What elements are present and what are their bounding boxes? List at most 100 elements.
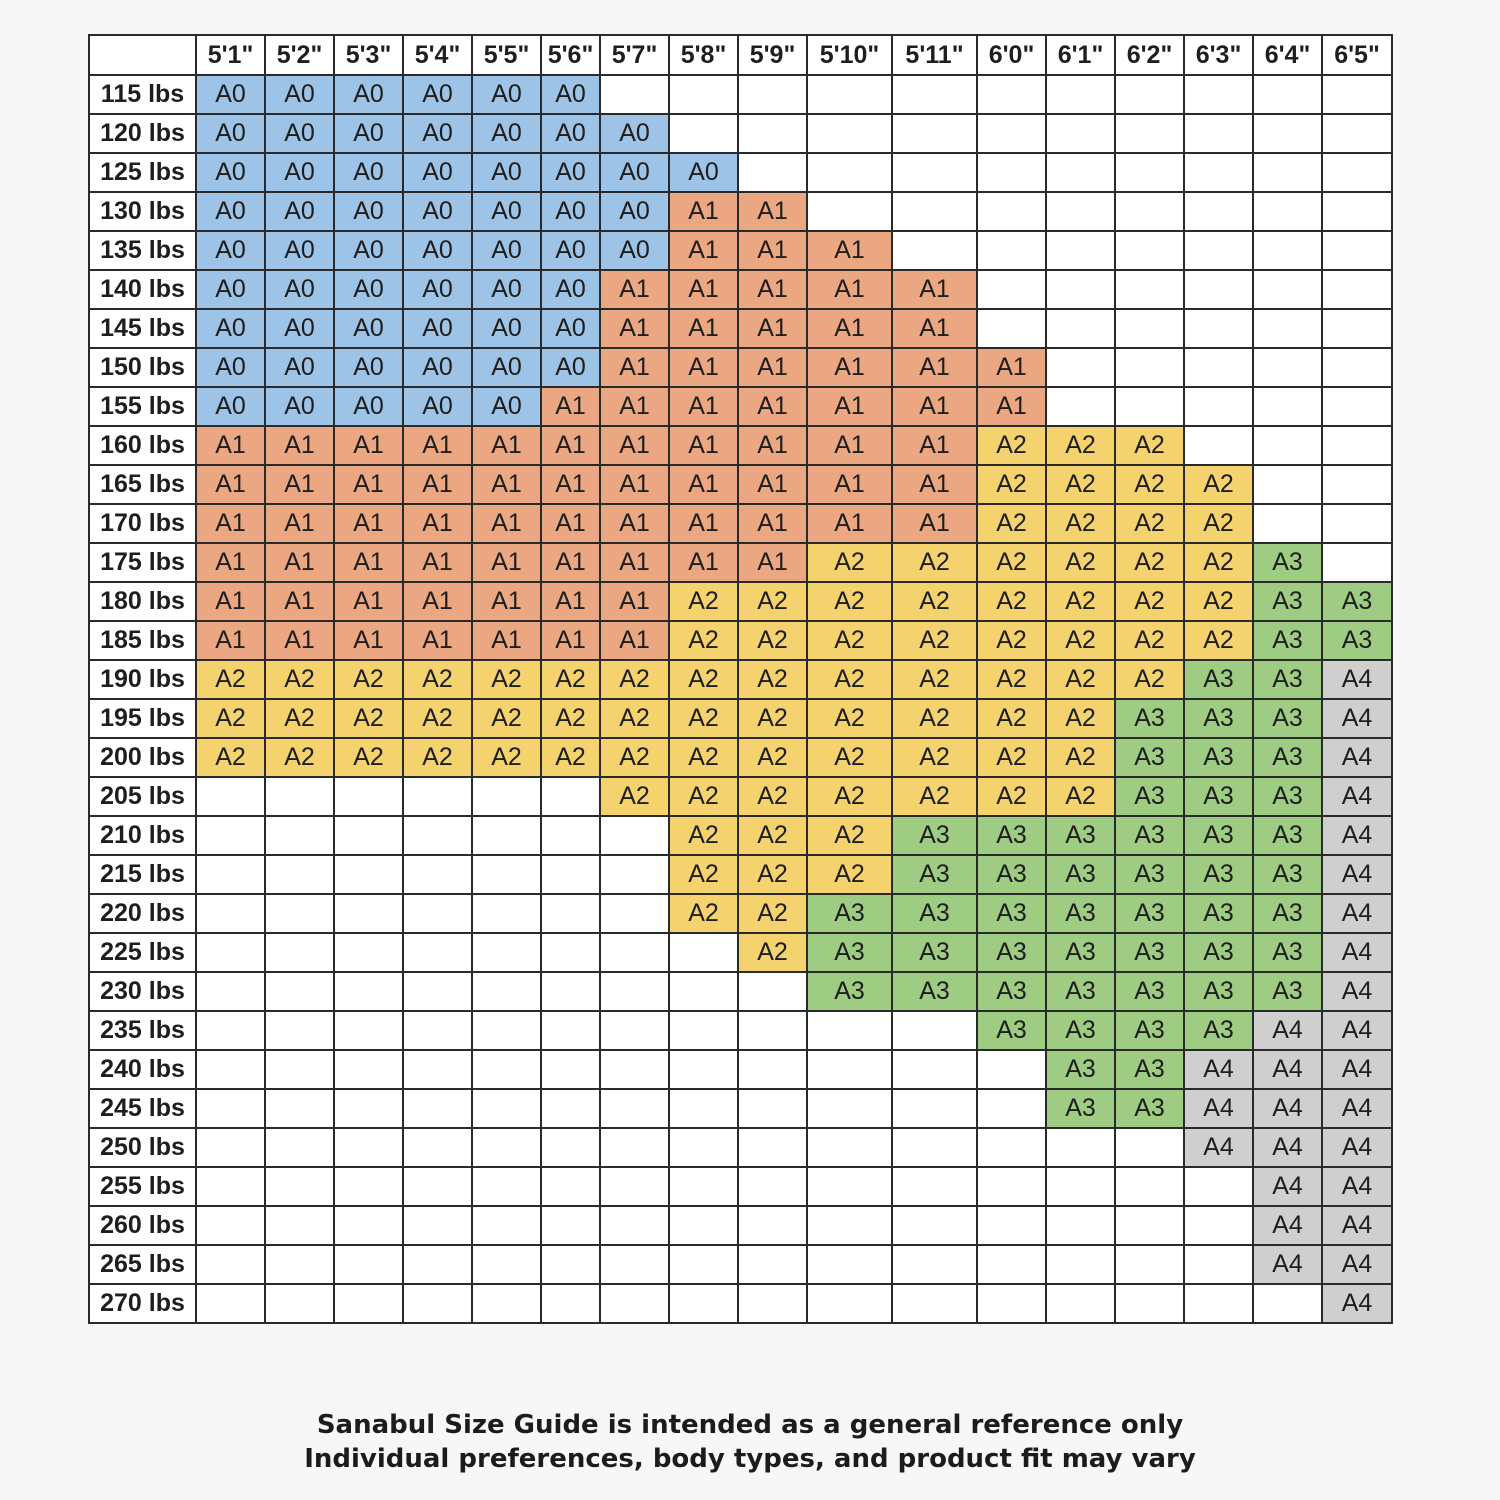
weight-row: 195 lbs A2 A2 A2 A2 A2 A2 A2 A2 A2 A2 A2 A2 A2 A3 A3 A3 A… — [88, 698, 1393, 739]
weight-row: 165 lbs A1 A1 A1 A1 A1 A1 A1 A1 A1 A1 A1 A2 A2 A2 A2 — [88, 464, 1393, 505]
size-cell: A2 — [737, 659, 808, 700]
size-cell: A2 — [737, 854, 808, 895]
height-header: 5'9" — [737, 34, 808, 76]
empty-cell — [1045, 74, 1116, 115]
size-cell: A0 — [402, 230, 473, 271]
size-cell: A1 — [976, 386, 1047, 427]
weight-label: 240 lbs — [88, 1049, 197, 1090]
size-cell: A2 — [599, 776, 670, 817]
empty-cell — [1321, 152, 1393, 193]
weight-row: 170 lbs A1 A1 A1 A1 A1 A1 A1 A1 A1 A1 A1 A2 A2 A2 A2 — [88, 503, 1393, 544]
empty-cell — [668, 1244, 739, 1285]
disclaimer-line-1: Sanabul Size Guide is intended as a gene… — [316, 1410, 1184, 1440]
empty-cell — [599, 1049, 670, 1090]
size-cell: A3 — [1045, 815, 1116, 856]
size-cell: A3 — [976, 1010, 1047, 1051]
size-cell: A2 — [976, 620, 1047, 661]
size-cell: A0 — [471, 269, 542, 310]
size-cell: A2 — [806, 659, 893, 700]
size-cell: A0 — [195, 386, 266, 427]
size-cell: A1 — [806, 230, 893, 271]
height-header: 6'3" — [1183, 34, 1254, 76]
size-cell: A2 — [471, 698, 542, 739]
size-cell: A0 — [540, 230, 601, 271]
size-cell: A2 — [806, 542, 893, 583]
empty-cell — [1252, 425, 1323, 466]
empty-cell — [891, 1010, 978, 1051]
empty-cell — [1114, 269, 1185, 310]
disclaimer-line-2: Individual preferences, body types, and … — [304, 1444, 1196, 1474]
empty-cell — [599, 74, 670, 115]
size-cell: A1 — [737, 269, 808, 310]
weight-label: 155 lbs — [88, 386, 197, 427]
size-cell: A4 — [1183, 1088, 1254, 1129]
size-cell: A3 — [891, 971, 978, 1012]
size-cell: A2 — [1045, 425, 1116, 466]
size-cell: A4 — [1321, 776, 1393, 817]
empty-cell — [540, 971, 601, 1012]
size-cell: A0 — [195, 230, 266, 271]
empty-cell — [402, 1205, 473, 1246]
size-cell: A2 — [668, 620, 739, 661]
weight-row: 180 lbs A1 A1 A1 A1 A1 A1 A1 A2 A2 A2 A2 A2 A2 A2 A2 A3 A… — [88, 581, 1393, 622]
height-header: 5'8" — [668, 34, 739, 76]
size-cell: A2 — [668, 815, 739, 856]
size-cell: A0 — [471, 347, 542, 388]
size-cell: A2 — [1045, 776, 1116, 817]
weight-label: 220 lbs — [88, 893, 197, 934]
empty-cell — [195, 1166, 266, 1207]
size-cell: A1 — [806, 386, 893, 427]
size-cell: A3 — [1114, 1049, 1185, 1090]
empty-cell — [737, 1127, 808, 1168]
size-cell: A1 — [333, 620, 404, 661]
weight-row: 135 lbs A0 A0 A0 A0 A0 A0 A0 A1 A1 A1 — [88, 230, 1393, 271]
size-cell: A0 — [540, 308, 601, 349]
size-cell: A1 — [668, 386, 739, 427]
size-cell: A2 — [540, 659, 601, 700]
size-cell: A4 — [1321, 932, 1393, 973]
size-cell: A2 — [806, 815, 893, 856]
size-cell: A2 — [1183, 464, 1254, 505]
weight-row: 160 lbs A1 A1 A1 A1 A1 A1 A1 A1 A1 A1 A1 A2 A2 A2 — [88, 425, 1393, 466]
size-cell: A1 — [806, 425, 893, 466]
size-cell: A4 — [1321, 1205, 1393, 1246]
size-cell: A0 — [264, 269, 335, 310]
empty-cell — [402, 815, 473, 856]
weight-row: 225 lbs A2 A3 A3 A3 A3 A3 A3 A3 A4 — [88, 932, 1393, 973]
size-cell: A2 — [195, 698, 266, 739]
empty-cell — [1183, 1244, 1254, 1285]
size-cell: A1 — [599, 425, 670, 466]
size-cell: A3 — [1114, 776, 1185, 817]
empty-cell — [668, 1127, 739, 1168]
size-cell: A1 — [599, 503, 670, 544]
size-cell: A2 — [668, 776, 739, 817]
size-cell: A0 — [264, 347, 335, 388]
empty-cell — [402, 854, 473, 895]
size-cell: A1 — [402, 542, 473, 583]
weight-row: 200 lbs A2 A2 A2 A2 A2 A2 A2 A2 A2 A2 A2 A2 A2 A3 A3 A3 A… — [88, 737, 1393, 778]
weight-row: 220 lbs A2 A2 A3 A3 A3 A3 A3 A3 A3 A4 — [88, 893, 1393, 934]
empty-cell — [737, 1166, 808, 1207]
empty-cell — [599, 1166, 670, 1207]
size-cell: A0 — [264, 74, 335, 115]
empty-cell — [806, 1010, 893, 1051]
size-cell: A1 — [737, 464, 808, 505]
size-cell: A3 — [1183, 776, 1254, 817]
size-cell: A1 — [540, 581, 601, 622]
size-cell: A1 — [599, 347, 670, 388]
size-cell: A2 — [333, 659, 404, 700]
size-cell: A0 — [471, 386, 542, 427]
size-cell: A1 — [599, 620, 670, 661]
size-cell: A0 — [264, 152, 335, 193]
empty-cell — [540, 893, 601, 934]
weight-row: 230 lbs A3 A3 A3 A3 A3 A3 A3 A4 — [88, 971, 1393, 1012]
empty-cell — [737, 113, 808, 154]
size-cell: A3 — [1183, 1010, 1254, 1051]
empty-cell — [333, 776, 404, 817]
size-cell: A2 — [195, 737, 266, 778]
size-cell: A0 — [471, 152, 542, 193]
size-cell: A0 — [402, 191, 473, 232]
empty-cell — [471, 1088, 542, 1129]
size-cell: A0 — [195, 308, 266, 349]
empty-cell — [1321, 230, 1393, 271]
